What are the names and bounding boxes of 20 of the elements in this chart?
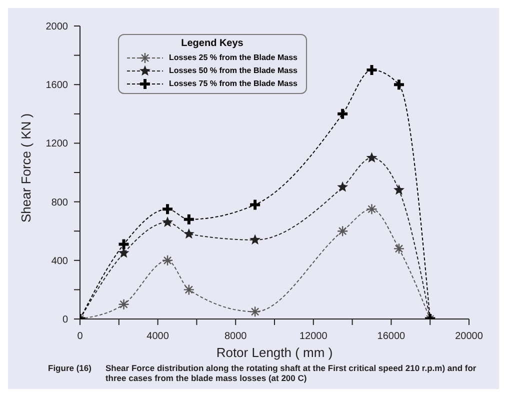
x-tick-label: 16000	[377, 331, 406, 342]
x-tick-label: 0	[77, 331, 84, 342]
text: Shear Force distribution along the rotating shaft at the First critical speed 210 r.p.m) and for three cases from the blade mass losses (at 200 C)	[105, 363, 478, 383]
y-tick-label: 2000	[46, 22, 68, 32]
y-tick-label: 0	[62, 314, 68, 326]
y-tick-label: 800	[51, 197, 68, 208]
y-tick-label: 1600	[46, 80, 68, 92]
y-tick-label: 1200	[46, 138, 68, 150]
x-tick-label: 20000	[455, 331, 484, 342]
legend-label: Losses 75 % from the Blade Mass	[169, 78, 298, 90]
x-tick-label: 12000	[299, 331, 328, 342]
legend-label: Losses 50 % from the Blade Mass	[169, 65, 298, 77]
legend-label: Losses 25 % from the Blade Mass	[169, 52, 298, 64]
text: Figure (16)	[48, 363, 92, 375]
x-axis-title: Rotor Length ( mm )	[216, 345, 333, 360]
x-tick-label: 8000	[224, 331, 248, 342]
y-axis-title: Shear Force ( KN )	[18, 113, 34, 222]
legend-title: Legend Keys	[180, 38, 244, 49]
y-tick-label: 400	[51, 256, 68, 267]
x-tick-label: 4000	[146, 331, 170, 342]
